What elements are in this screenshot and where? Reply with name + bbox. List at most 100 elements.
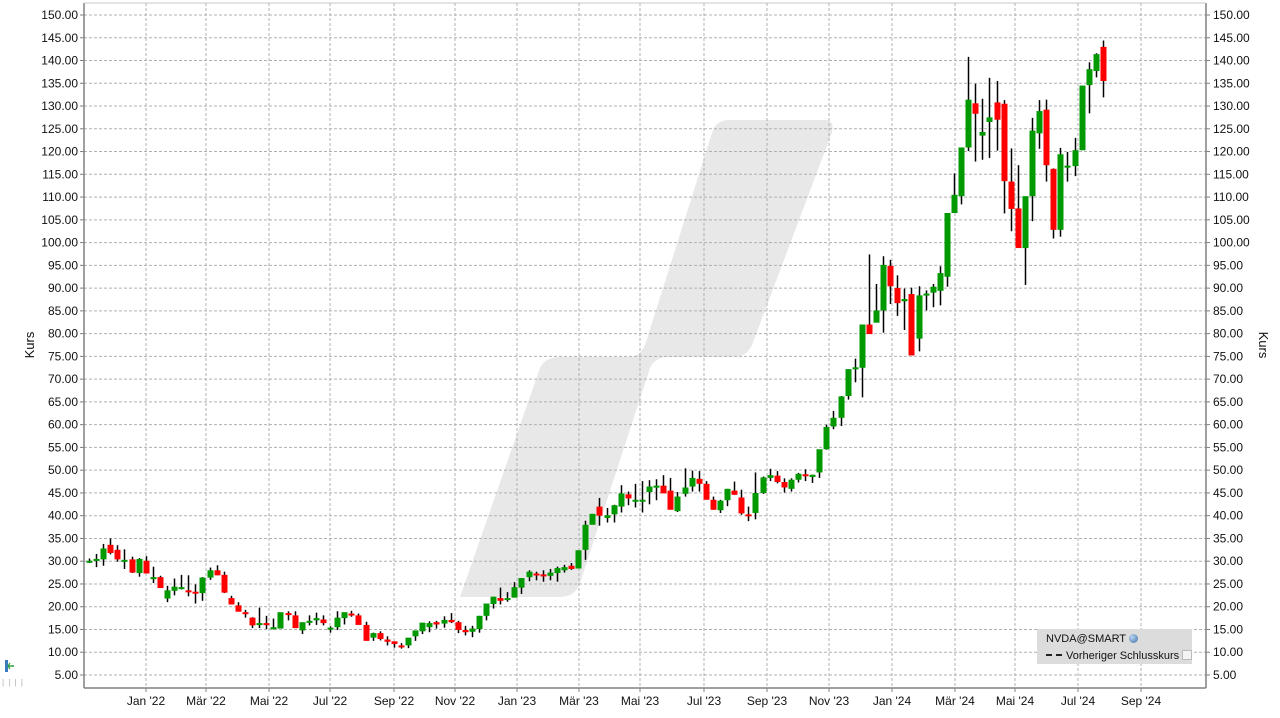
candle [866,324,873,335]
candle [483,603,490,616]
y-tick-label: 120.00 [41,145,78,159]
candle [944,213,951,277]
legend-item-symbol[interactable]: NVDA@SMART [1046,632,1139,646]
candle [199,577,206,594]
candle [1015,208,1022,249]
y-tick-label: 60.00 [48,418,78,432]
candle [930,286,937,293]
candle [235,605,242,612]
y-tick-label: 135.00 [41,76,78,90]
candle [660,485,667,494]
y-tick-label: 55.00 [1213,440,1243,454]
checkbox-icon[interactable] [1182,650,1193,660]
x-tick-label: Sep '24 [1121,694,1162,708]
candle [582,524,589,550]
y-tick-label: 135.00 [1213,76,1250,90]
bars-icon: | | | | [2,678,24,687]
y-tick-label: 105.00 [1213,213,1250,227]
candle [1079,85,1086,151]
candle [653,485,660,488]
y-tick-label: 90.00 [1213,281,1243,295]
candle [830,417,837,427]
candle [852,367,859,370]
y-tick-label: 10.00 [1213,645,1243,659]
candle [469,628,476,632]
candle [618,493,625,507]
candle [937,273,944,291]
y-tick-label: 30.00 [1213,554,1243,568]
x-tick-label: Mär '24 [935,694,975,708]
y-tick-label: 110.00 [1213,190,1249,204]
y-tick-label: 75.00 [48,349,78,363]
candle [426,623,433,628]
y-tick-label: 85.00 [48,304,78,318]
candle [136,558,143,574]
candle [745,514,752,517]
y-tick-label: 20.00 [48,600,78,614]
candle [221,574,228,593]
candle [880,264,887,311]
candle [802,474,809,477]
y-tick-label: 105.00 [41,213,78,227]
candle [767,475,774,478]
candle [724,488,731,501]
candle [341,612,348,619]
legend-item-previous-close[interactable]: Vorheriger Schlusskurs [1046,649,1193,663]
y-tick-label: 25.00 [48,577,78,591]
x-tick-label: Mär '22 [186,694,226,708]
candle [441,619,448,624]
y-tick-label: 30.00 [48,554,78,568]
candle [121,559,128,562]
candle [625,494,632,499]
y-tick-label: 100.00 [41,236,78,250]
candle [604,515,611,518]
y-tick-label: 95.00 [48,258,78,272]
y-tick-label: 95.00 [1213,258,1243,272]
candle [377,633,384,640]
candle [547,572,554,576]
y-tick-label: 50.00 [48,463,78,477]
y-tick-label: 130.00 [1213,99,1250,113]
candle [433,622,440,625]
y-tick-label: 130.00 [41,99,78,113]
chart-tool-icon[interactable] [4,660,14,672]
x-tick-label: Sep '23 [747,694,788,708]
candle [1001,103,1008,182]
candle [958,147,965,197]
y-tick-label: 70.00 [48,372,78,386]
x-tick-label: Nov '22 [435,694,476,708]
x-tick-label: Mai '22 [250,694,289,708]
candle [1100,46,1107,81]
candle [1093,54,1100,71]
candle [405,637,412,646]
candle [107,544,114,554]
candle [972,103,979,114]
candle [561,567,568,571]
candle [285,613,292,616]
y-tick-label: 20.00 [1213,600,1243,614]
candle [838,396,845,418]
candle [1029,130,1036,197]
candle [575,550,582,569]
candle [320,619,327,624]
candle [455,622,462,630]
y-tick-label: 140.00 [1213,54,1250,68]
candle [1064,165,1071,168]
y-axis-right: 150.00 145.00 140.00 135.00 130.00 125.00 120.… [1206,8,1250,682]
y-tick-label: 145.00 [1213,31,1250,45]
y-tick-label: 5.00 [1213,668,1237,682]
candle [334,617,341,628]
dashed-line-icon [1046,654,1062,656]
y-tick-label: 55.00 [48,440,78,454]
y-tick-label: 125.00 [41,122,78,136]
watermark-logo [460,120,833,597]
candle [994,102,1001,120]
candle [682,487,689,494]
candle [497,598,504,601]
candle [185,590,192,593]
x-tick-label: Jul '24 [1061,694,1096,708]
candle [412,630,419,637]
y-axis-left: 150.00 145.00 140.00 135.00 130.00 125.00 120.… [41,8,84,682]
x-tick-label: Jul '22 [313,694,348,708]
y-tick-label: 35.00 [48,531,78,545]
